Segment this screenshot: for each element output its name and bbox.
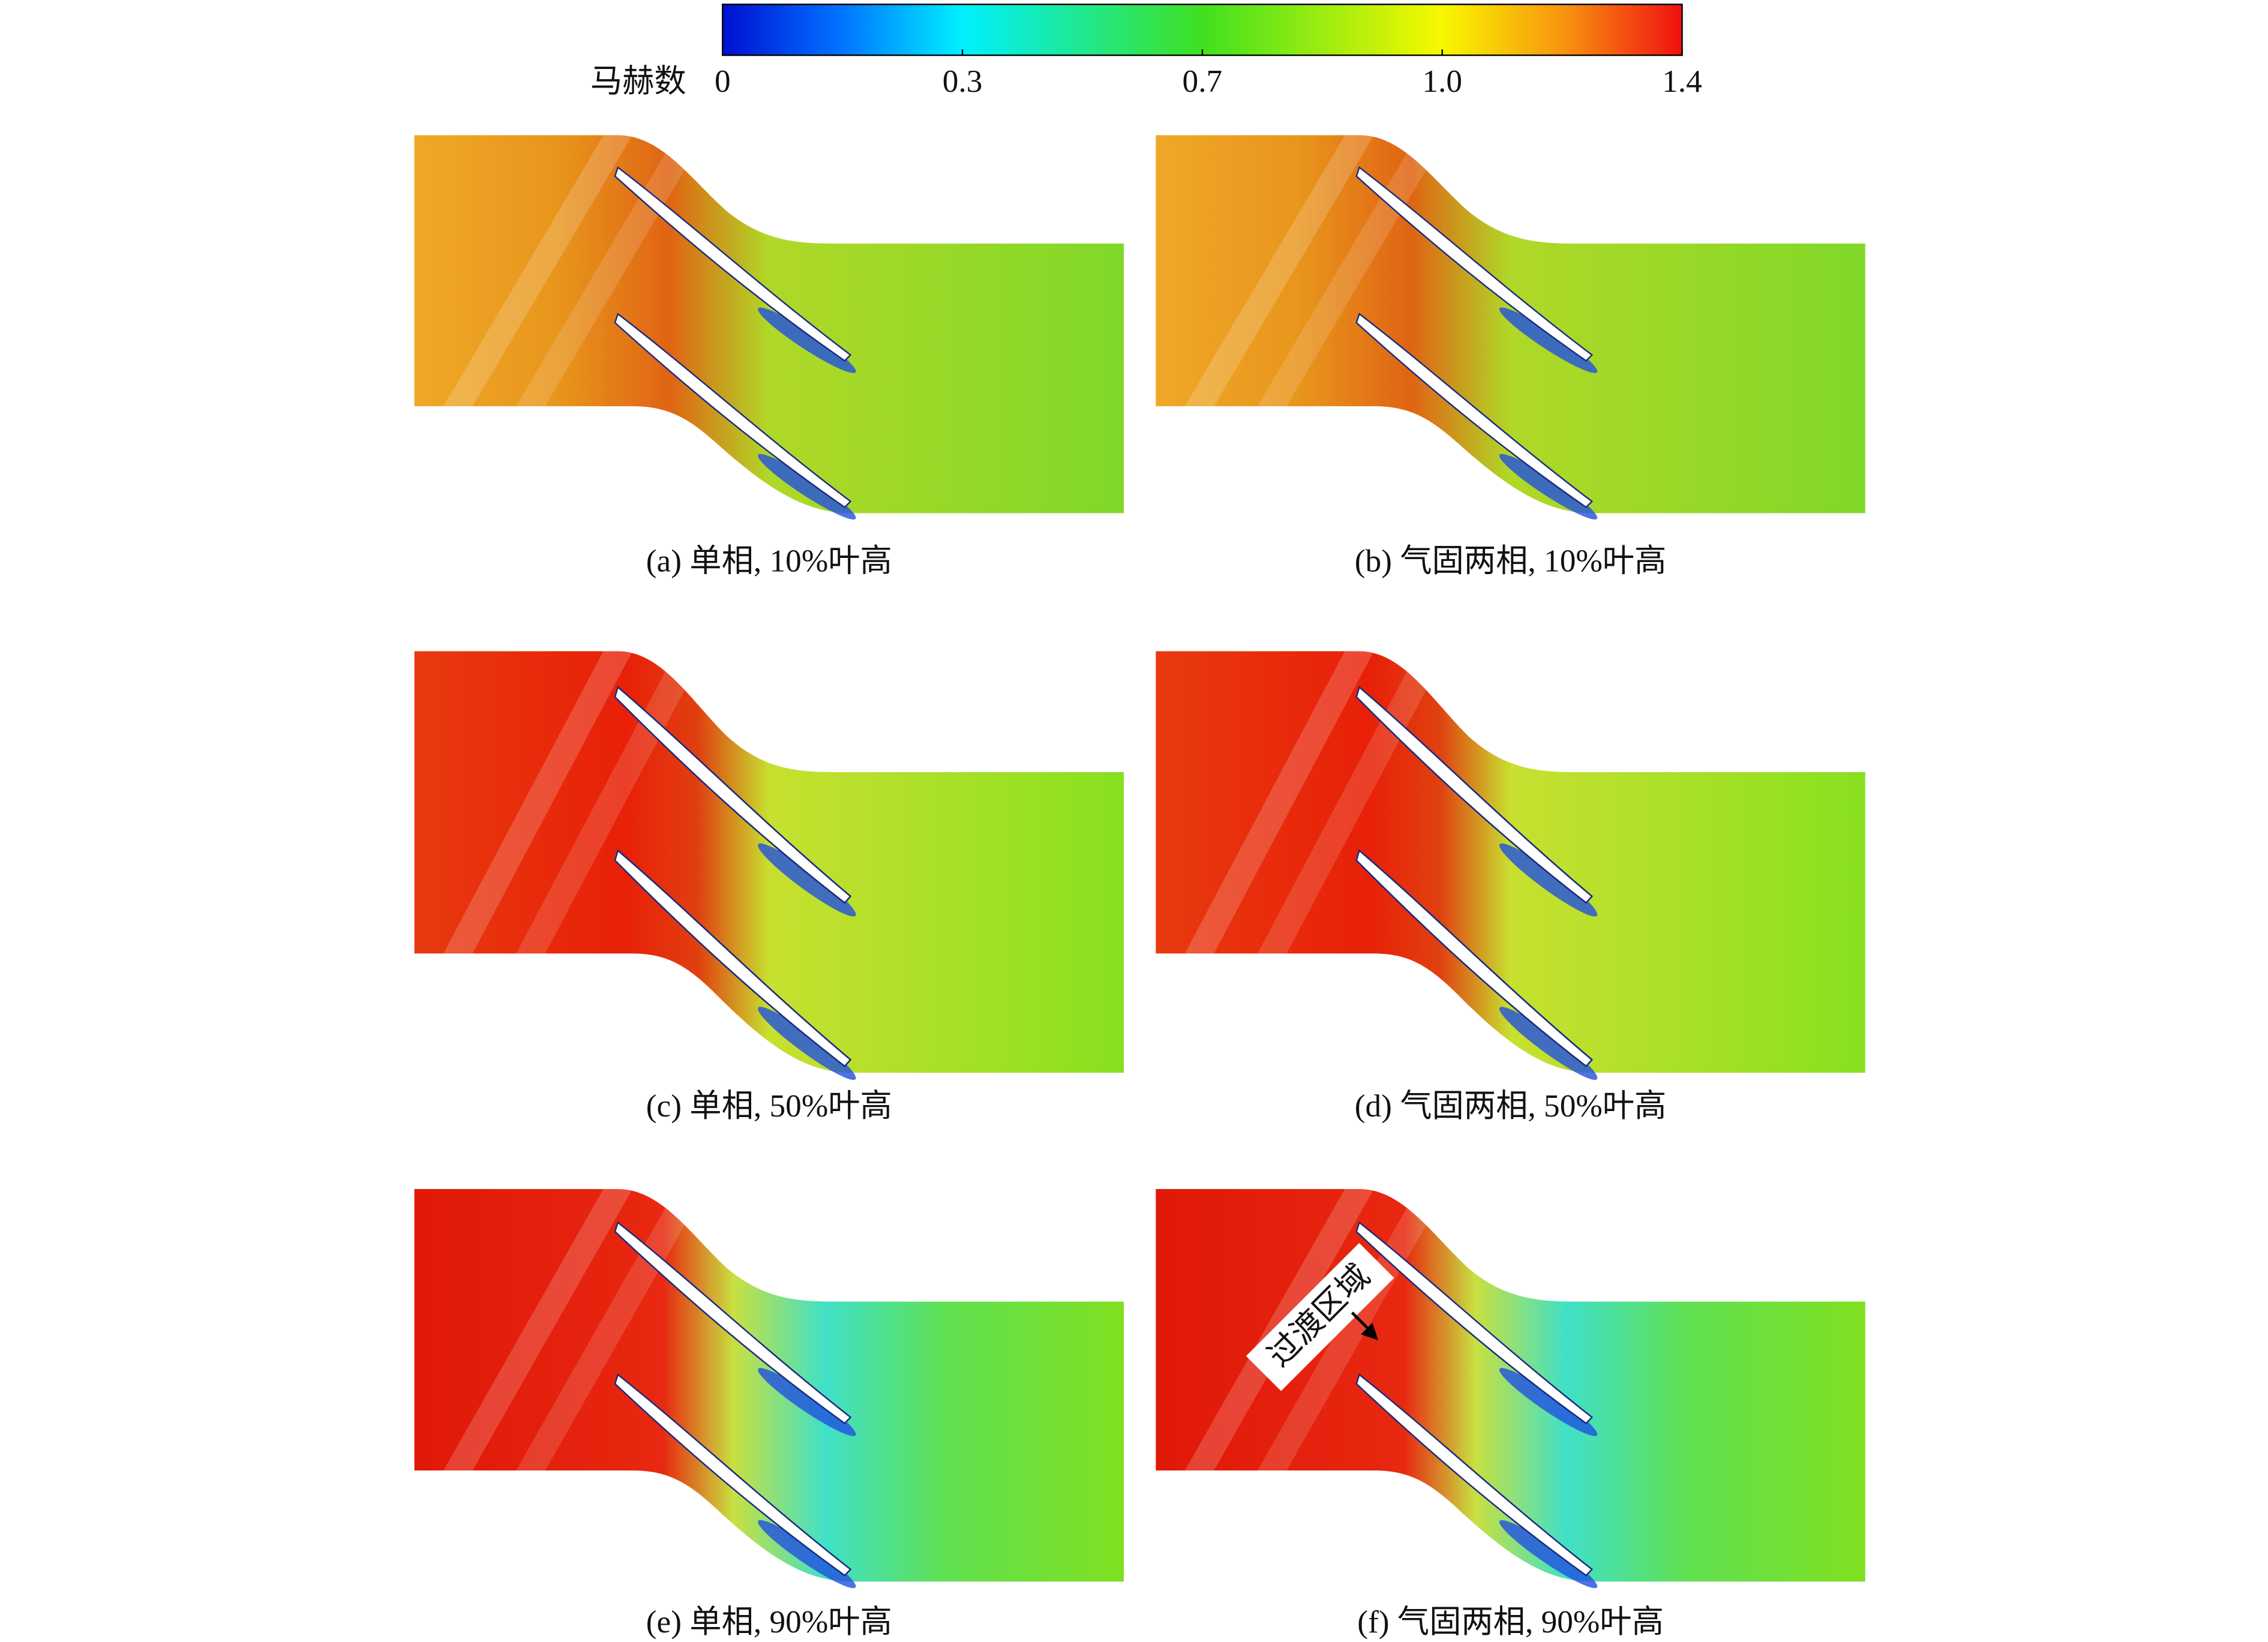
streak [443,1188,633,1471]
passage [414,651,1124,1073]
panel-caption: (c) 单相, 50%叶高 [646,1088,892,1124]
blade [1355,1373,1594,1577]
panel-caption: (f) 气固两相, 90%叶高 [1357,1604,1664,1640]
blade [614,1221,852,1425]
streak [443,651,633,954]
colorbar [722,4,1683,56]
blade [1355,1221,1594,1425]
contour-panel [414,1188,1124,1589]
blade [1355,166,1594,362]
wake [1499,1007,1598,1080]
contour-panel [414,135,1124,520]
streak [1184,651,1374,954]
wake [758,307,856,373]
contour-panel [1156,135,1865,520]
colorbar-tick-label: 1.0 [1422,64,1462,99]
wake [1499,1520,1598,1589]
wake [1499,454,1598,520]
blade [614,686,852,904]
contour-panel [414,651,1124,1080]
blade [614,166,852,362]
colorbar-tick-label: 0 [715,64,731,99]
blade [614,849,852,1068]
passage [1156,651,1865,1073]
blade [614,313,852,509]
passage [1156,135,1865,514]
wake [758,1007,856,1080]
blade [1355,849,1594,1068]
colorbar-tick-label: 1.4 [1662,64,1702,99]
wake [1499,843,1598,917]
colorbar-tick-label: 0.3 [943,64,983,99]
wake [1499,307,1598,373]
streak [1184,135,1374,407]
panel-caption: (a) 单相, 10%叶高 [646,543,892,578]
blade [1355,313,1594,509]
streak [443,135,633,407]
wake [758,843,856,917]
wake [1499,1368,1598,1436]
annotation-box [1246,1242,1394,1391]
annotation-arrow [1351,1311,1371,1331]
panel-caption: (d) 气固两相, 50%叶高 [1355,1088,1667,1124]
colorbar-label: 马赫数 [590,64,686,99]
panel-caption: (e) 单相, 90%叶高 [646,1604,892,1640]
passage [414,1188,1124,1582]
contour-panel [1156,651,1865,1080]
blade [1355,686,1594,904]
wake [758,454,856,520]
passage [414,135,1124,514]
wake [758,1520,856,1589]
contour-panel [1156,1188,1865,1589]
blade [614,1373,852,1577]
wake [758,1368,856,1436]
colorbar-tick-label: 0.7 [1183,64,1223,99]
panel-caption: (b) 气固两相, 10%叶高 [1355,543,1667,578]
